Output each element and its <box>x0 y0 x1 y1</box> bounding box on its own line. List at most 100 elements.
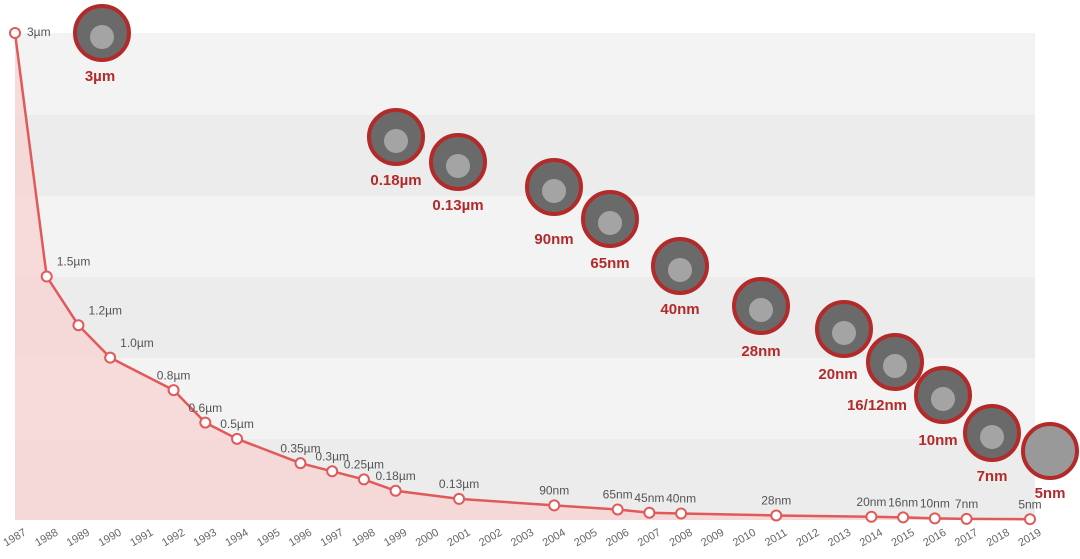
point <box>389 484 402 497</box>
point <box>928 512 941 525</box>
point-label: 1.5µm <box>57 255 91 269</box>
x-tick-label: 1992 <box>160 527 187 550</box>
point <box>294 457 307 470</box>
node-image-detail <box>883 354 907 378</box>
x-tick-label: 2015 <box>889 527 916 550</box>
node-image-detail <box>832 321 856 345</box>
x-tick-label: 1988 <box>33 527 60 550</box>
x-tick-label: 1993 <box>192 527 219 550</box>
x-tick-label: 2017 <box>953 527 980 550</box>
point <box>675 507 688 520</box>
point <box>770 509 783 522</box>
annotation: 7nm <box>977 468 1008 485</box>
x-tick-label: 2008 <box>667 527 694 550</box>
annotation: 0.18µm <box>370 172 421 189</box>
point-label: 65nm <box>603 488 633 502</box>
point <box>611 503 624 516</box>
point <box>9 27 21 39</box>
point-label: 5nm <box>1018 497 1041 511</box>
point <box>1024 513 1036 526</box>
annotation: 0.13µm <box>432 197 483 214</box>
line <box>13 32 1031 521</box>
point-label: 0.35µm <box>280 441 320 455</box>
x-tick-label: 1994 <box>223 527 250 550</box>
point <box>357 473 370 486</box>
x-tick-label: 1989 <box>65 527 92 550</box>
point-label: 0.18µm <box>375 469 415 483</box>
point <box>960 512 973 525</box>
point-label: 10nm <box>920 497 950 511</box>
point <box>199 416 212 429</box>
point <box>40 270 53 283</box>
point-label: 0.5µm <box>220 417 254 431</box>
node-image-detail <box>931 387 955 411</box>
x-tick-label: 2010 <box>731 527 758 550</box>
annotation: 5nm <box>1035 485 1066 502</box>
node-image-detail <box>384 129 408 153</box>
node-image-detail <box>446 154 470 178</box>
point-label: 20nm <box>856 495 886 509</box>
annotation: 20nm <box>818 366 857 383</box>
point-label: 28nm <box>761 494 791 508</box>
x-tick-label: 2005 <box>572 527 599 550</box>
point-label: 3µm <box>27 25 51 39</box>
annotation: 40nm <box>660 301 699 318</box>
x-tick-label: 2000 <box>414 527 441 550</box>
area <box>15 33 1030 520</box>
annotation: 28nm <box>741 343 780 360</box>
point <box>72 319 85 332</box>
x-tick-label: 2016 <box>921 527 948 550</box>
point-label: 40nm <box>666 492 696 506</box>
point <box>326 465 339 478</box>
x-tick-label: 1999 <box>382 527 409 550</box>
annotation: 3µm <box>85 68 115 85</box>
x-tick-label: 1987 <box>1 527 28 550</box>
point-label: 7nm <box>955 497 978 511</box>
annotation: 90nm <box>534 231 573 248</box>
point <box>865 510 878 523</box>
x-tick-label: 2003 <box>509 527 536 550</box>
x-tick-label: 2019 <box>1016 527 1043 550</box>
point <box>548 499 561 512</box>
point-label: 1.2µm <box>88 303 122 317</box>
x-tick-label: 2009 <box>699 527 726 550</box>
point <box>897 511 910 524</box>
x-tick-label: 1995 <box>255 527 282 550</box>
node-image-detail <box>542 179 566 203</box>
point-label: 0.6µm <box>189 401 223 415</box>
point-label: 90nm <box>539 484 569 498</box>
node-image-detail <box>668 258 692 282</box>
point <box>167 384 180 397</box>
point-label: 0.25µm <box>344 458 384 472</box>
point-label: 45nm <box>634 491 664 505</box>
point-label: 0.3µm <box>315 449 349 463</box>
annotation: 10nm <box>918 432 957 449</box>
point <box>453 492 466 505</box>
x-tick-label: 2007 <box>636 527 663 550</box>
x-tick-label: 2002 <box>477 527 504 550</box>
x-tick-label: 2014 <box>858 527 885 550</box>
point <box>104 351 117 364</box>
annotation: 16/12nm <box>847 397 907 414</box>
node-image-detail <box>598 211 622 235</box>
x-tick-label: 2018 <box>985 527 1012 550</box>
x-tick-label: 2006 <box>604 527 631 550</box>
x-tick-label: 2012 <box>794 527 821 550</box>
point-label: 0.8µm <box>157 368 191 382</box>
point <box>231 432 244 445</box>
x-tick-label: 1998 <box>350 527 377 550</box>
point-label: 1.0µm <box>120 336 154 350</box>
x-tick-label: 1991 <box>128 527 155 550</box>
x-tick-label: 2011 <box>763 527 789 549</box>
x-tick-label: 1997 <box>319 527 346 550</box>
x-tick-label: 2004 <box>541 527 568 550</box>
x-tick-label: 1990 <box>97 527 124 550</box>
plot-band <box>15 115 1035 196</box>
node-image-detail <box>90 25 114 49</box>
x-tick-label: 2013 <box>826 527 853 550</box>
node-image-detail <box>749 298 773 322</box>
annotation: 65nm <box>590 255 629 272</box>
point <box>643 506 656 519</box>
x-tick-label: 1996 <box>287 527 314 550</box>
